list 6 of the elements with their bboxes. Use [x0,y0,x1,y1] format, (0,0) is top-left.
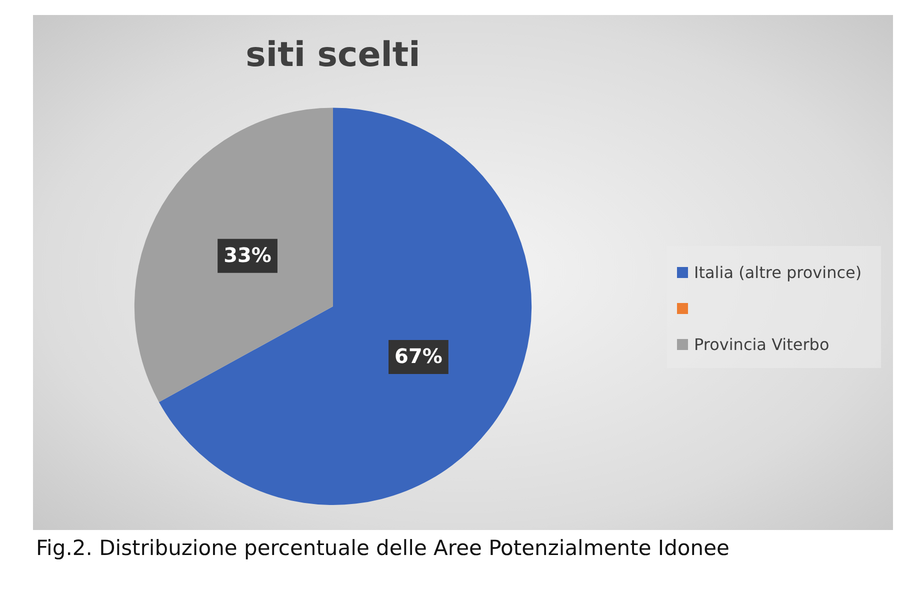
legend-label: Italia (altre province) [694,262,862,282]
legend-label: Provincia Viterbo [694,334,830,354]
data-label: 33% [224,243,272,268]
chart-title: siti scelti [246,35,420,76]
data-label: 67% [394,344,442,368]
caption: Fig.2. Distribuzione percentuale delle Aree Potenzialmente Idonee [36,536,730,560]
